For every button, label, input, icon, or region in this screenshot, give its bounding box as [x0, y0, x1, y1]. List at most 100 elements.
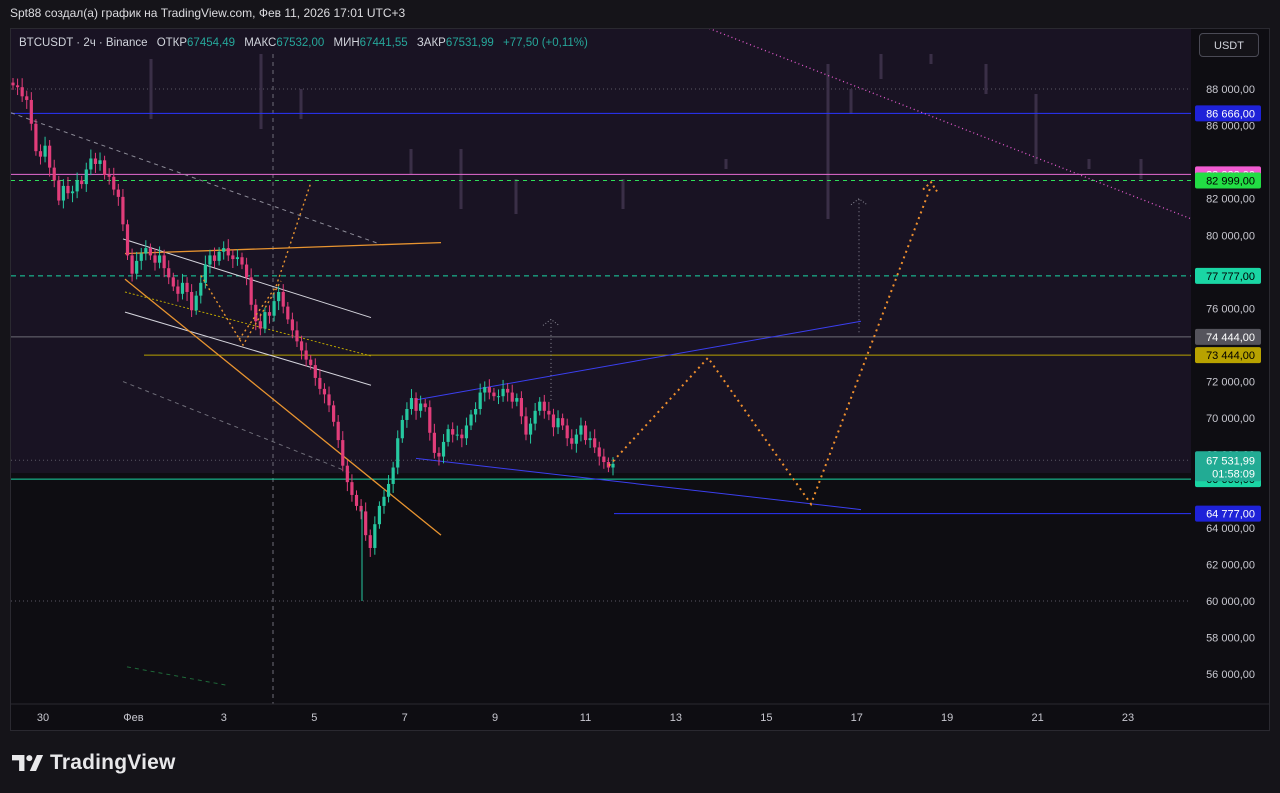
trend-line: [11, 112, 382, 245]
candle-body: [359, 505, 363, 512]
candle: [244, 257, 249, 286]
low-value: 67441,55: [359, 37, 408, 49]
candle-body: [391, 467, 395, 484]
price-label-box: [1195, 267, 1261, 284]
candle: [277, 286, 281, 311]
candle: [286, 302, 290, 324]
candle-body: [299, 341, 304, 351]
candle: [125, 219, 130, 260]
candle: [48, 140, 52, 177]
candle: [258, 313, 262, 336]
candle: [606, 457, 611, 473]
candle: [419, 395, 423, 418]
tradingview-brand[interactable]: TradingView: [12, 750, 176, 776]
candle-body: [235, 257, 240, 260]
chart-area[interactable]: BTCUSDT · 2ч · Binance ОТКР67454,49 МАКС…: [10, 28, 1270, 731]
candle: [162, 249, 166, 278]
candle: [382, 490, 386, 514]
candle: [469, 409, 473, 431]
candle-body: [135, 260, 139, 274]
candle-body: [506, 388, 510, 393]
candle-body: [208, 255, 212, 265]
candle: [396, 430, 400, 475]
candle-body: [222, 248, 226, 252]
candle: [171, 272, 175, 292]
candle: [533, 402, 537, 431]
candle-body: [144, 248, 148, 254]
candle-body: [25, 96, 29, 100]
candle-body: [38, 151, 43, 157]
trend-line: [124, 241, 442, 255]
candle: [519, 391, 523, 425]
candle: [25, 90, 29, 109]
candle: [281, 284, 285, 314]
y-tick-label: 70 000,00: [1206, 413, 1255, 425]
candle: [391, 461, 395, 493]
candle: [593, 429, 597, 454]
candle: [515, 393, 519, 407]
x-tick-label: Фев: [123, 712, 143, 724]
candle-body: [258, 321, 262, 329]
candle: [290, 312, 294, 339]
candle: [487, 379, 491, 400]
candle: [386, 475, 391, 503]
price-label-box: [1195, 105, 1261, 122]
candle-body: [451, 429, 455, 435]
candle-body: [547, 410, 551, 415]
x-axis-layer: 30 Фев 3 5 7 9 11 13 15 17 19 21 23: [11, 703, 1269, 724]
candle: [84, 162, 88, 192]
candle-body: [286, 306, 290, 320]
candle-body: [203, 264, 207, 283]
currency-button[interactable]: USDT: [1199, 33, 1259, 57]
candle: [66, 176, 70, 199]
candle: [208, 249, 212, 274]
target-arrowhead: [850, 198, 868, 206]
candle: [103, 155, 107, 180]
candle-body: [538, 401, 542, 411]
candle-body: [519, 398, 523, 417]
candle-body: [460, 434, 464, 439]
candle-body: [455, 434, 459, 436]
candle: [455, 425, 459, 441]
candle-body: [501, 388, 505, 397]
candle-body: [432, 432, 436, 453]
candle-body: [217, 251, 221, 261]
candle: [313, 358, 317, 386]
candle-body: [70, 191, 75, 194]
candle-body: [295, 330, 299, 342]
grid-layer: [11, 29, 1191, 704]
candle: [98, 152, 102, 171]
y-tick-label: 86 000,00: [1206, 121, 1255, 133]
candle: [506, 383, 510, 402]
candle: [359, 499, 363, 520]
price-label-text: 86 666,00: [1206, 108, 1255, 120]
candle-body: [249, 277, 253, 305]
candle: [332, 400, 336, 427]
candle: [409, 389, 414, 415]
candle-body: [524, 416, 528, 435]
candle-body: [409, 398, 414, 409]
candle: [235, 249, 240, 266]
candle: [116, 183, 120, 206]
projection-path: [608, 185, 932, 507]
candle: [501, 379, 505, 402]
candle: [492, 387, 496, 401]
candle: [405, 402, 409, 428]
candle-body: [515, 398, 519, 402]
close-label: ЗАКР: [416, 37, 446, 49]
x-tick-label: 23: [1122, 712, 1134, 724]
candle-body: [437, 452, 441, 457]
candle-body: [332, 405, 336, 422]
candle: [15, 78, 20, 96]
y-tick-label: 56 000,00: [1206, 669, 1255, 681]
candle: [368, 529, 372, 557]
candle-body: [561, 418, 565, 426]
candle-body: [80, 180, 84, 185]
candle: [34, 119, 38, 156]
candle-body: [48, 145, 52, 168]
candle-body: [350, 482, 354, 495]
candle-body: [194, 295, 198, 311]
price-label-box: [1195, 347, 1261, 364]
